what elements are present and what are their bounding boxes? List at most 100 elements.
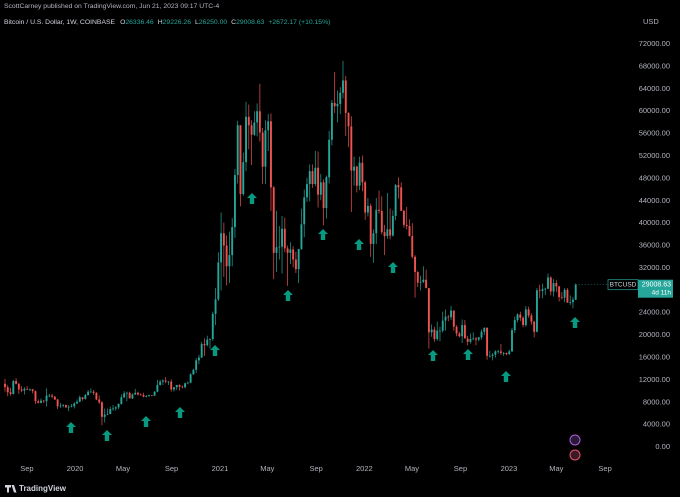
candle-body (511, 330, 513, 352)
up-arrow (570, 317, 580, 328)
candle-body (308, 171, 311, 185)
candle-body (62, 405, 65, 406)
candle-body (92, 391, 95, 393)
candle-body (98, 399, 101, 403)
candle-body (405, 224, 408, 226)
x-tick-label: Sep (20, 464, 33, 473)
candle-body (549, 277, 552, 292)
candle-body (488, 355, 491, 357)
candle-body (430, 329, 433, 333)
candle-body (555, 283, 558, 287)
candle-body (181, 386, 184, 388)
candle-body (225, 245, 228, 267)
x-tick-label: Sep (309, 464, 322, 473)
candle-body (206, 339, 209, 346)
candle-body (64, 405, 67, 408)
candle-body (211, 313, 214, 340)
candle-body (353, 166, 356, 171)
up-arrow (501, 371, 511, 382)
candle-body (436, 330, 439, 340)
x-tick-label: May (405, 464, 419, 473)
candle-body (45, 395, 48, 402)
candle-body (192, 369, 195, 375)
candle-body (70, 406, 73, 407)
candle-body (333, 102, 336, 107)
icon (569, 449, 581, 461)
candle-body (95, 392, 98, 400)
candle-body (569, 302, 572, 303)
candle-body (480, 331, 483, 338)
candle-body (283, 228, 286, 249)
candle-body (289, 249, 292, 253)
candle-body (486, 327, 489, 356)
candle-body (164, 380, 167, 382)
y-tick-label: 8000.00 (643, 397, 670, 406)
candle-body (236, 125, 239, 176)
candle-body (12, 381, 15, 394)
candle-body (117, 403, 120, 408)
legend-key: H (158, 19, 163, 26)
candle-body (383, 232, 386, 237)
candle-body (560, 297, 563, 298)
icon (569, 434, 581, 446)
candle-body (258, 111, 261, 133)
up-arrow (141, 416, 151, 427)
candle-body (530, 315, 533, 322)
candle-body (466, 338, 469, 342)
candle-body (228, 255, 231, 267)
candle-body (361, 162, 364, 183)
footer-logo: TradingView (5, 484, 67, 493)
y-tick-label: 68000.00 (639, 61, 670, 70)
candle-body (114, 407, 117, 409)
candle-body (84, 395, 87, 399)
price-tag-countdown: 4d 11h (652, 289, 672, 296)
candle-body (76, 401, 78, 404)
candle-body (491, 354, 494, 356)
candle-body (153, 391, 156, 396)
candle-body (458, 333, 461, 337)
candle-body (297, 248, 300, 270)
candle-body (67, 406, 70, 408)
candle-body (524, 309, 527, 326)
axis-unit: USD (643, 17, 659, 26)
x-tick-label: May (549, 464, 563, 473)
candle-body (264, 130, 267, 167)
candle-body (574, 284, 577, 300)
candle-body (472, 338, 475, 340)
candle-body (23, 388, 26, 391)
candle-body (40, 400, 42, 403)
candle-body (128, 392, 131, 399)
candle-body (15, 381, 18, 384)
candle-body (386, 229, 389, 237)
candle-body (347, 112, 350, 127)
candle-body (336, 103, 339, 107)
candle-body (53, 396, 56, 400)
candle-body (286, 248, 289, 253)
up-arrow (354, 239, 364, 250)
candle-body (231, 227, 234, 256)
candle-body (499, 351, 502, 354)
candle-body (109, 409, 112, 415)
candle-body (397, 185, 400, 188)
candle-body (161, 380, 164, 382)
candle-body (167, 381, 170, 383)
candle-body (402, 210, 405, 225)
candle-body (6, 387, 9, 393)
candle-body (275, 247, 278, 253)
candle-body (306, 184, 308, 198)
candle-body (195, 360, 198, 370)
candle-body (566, 289, 569, 303)
candle-body (439, 330, 441, 332)
candle-body (148, 395, 151, 397)
up-arrow (318, 229, 328, 240)
legend-value: 26336.46 (125, 19, 154, 26)
candle-body (411, 236, 414, 257)
y-tick-label: 20000.00 (639, 330, 670, 339)
candle-body (513, 320, 516, 331)
candle-body (303, 197, 306, 225)
x-tick-label: 2020 (67, 464, 84, 473)
legend-key: L (195, 19, 199, 26)
candle-body (245, 116, 247, 163)
annotation-arrows (66, 193, 580, 441)
candle-body (391, 215, 394, 236)
